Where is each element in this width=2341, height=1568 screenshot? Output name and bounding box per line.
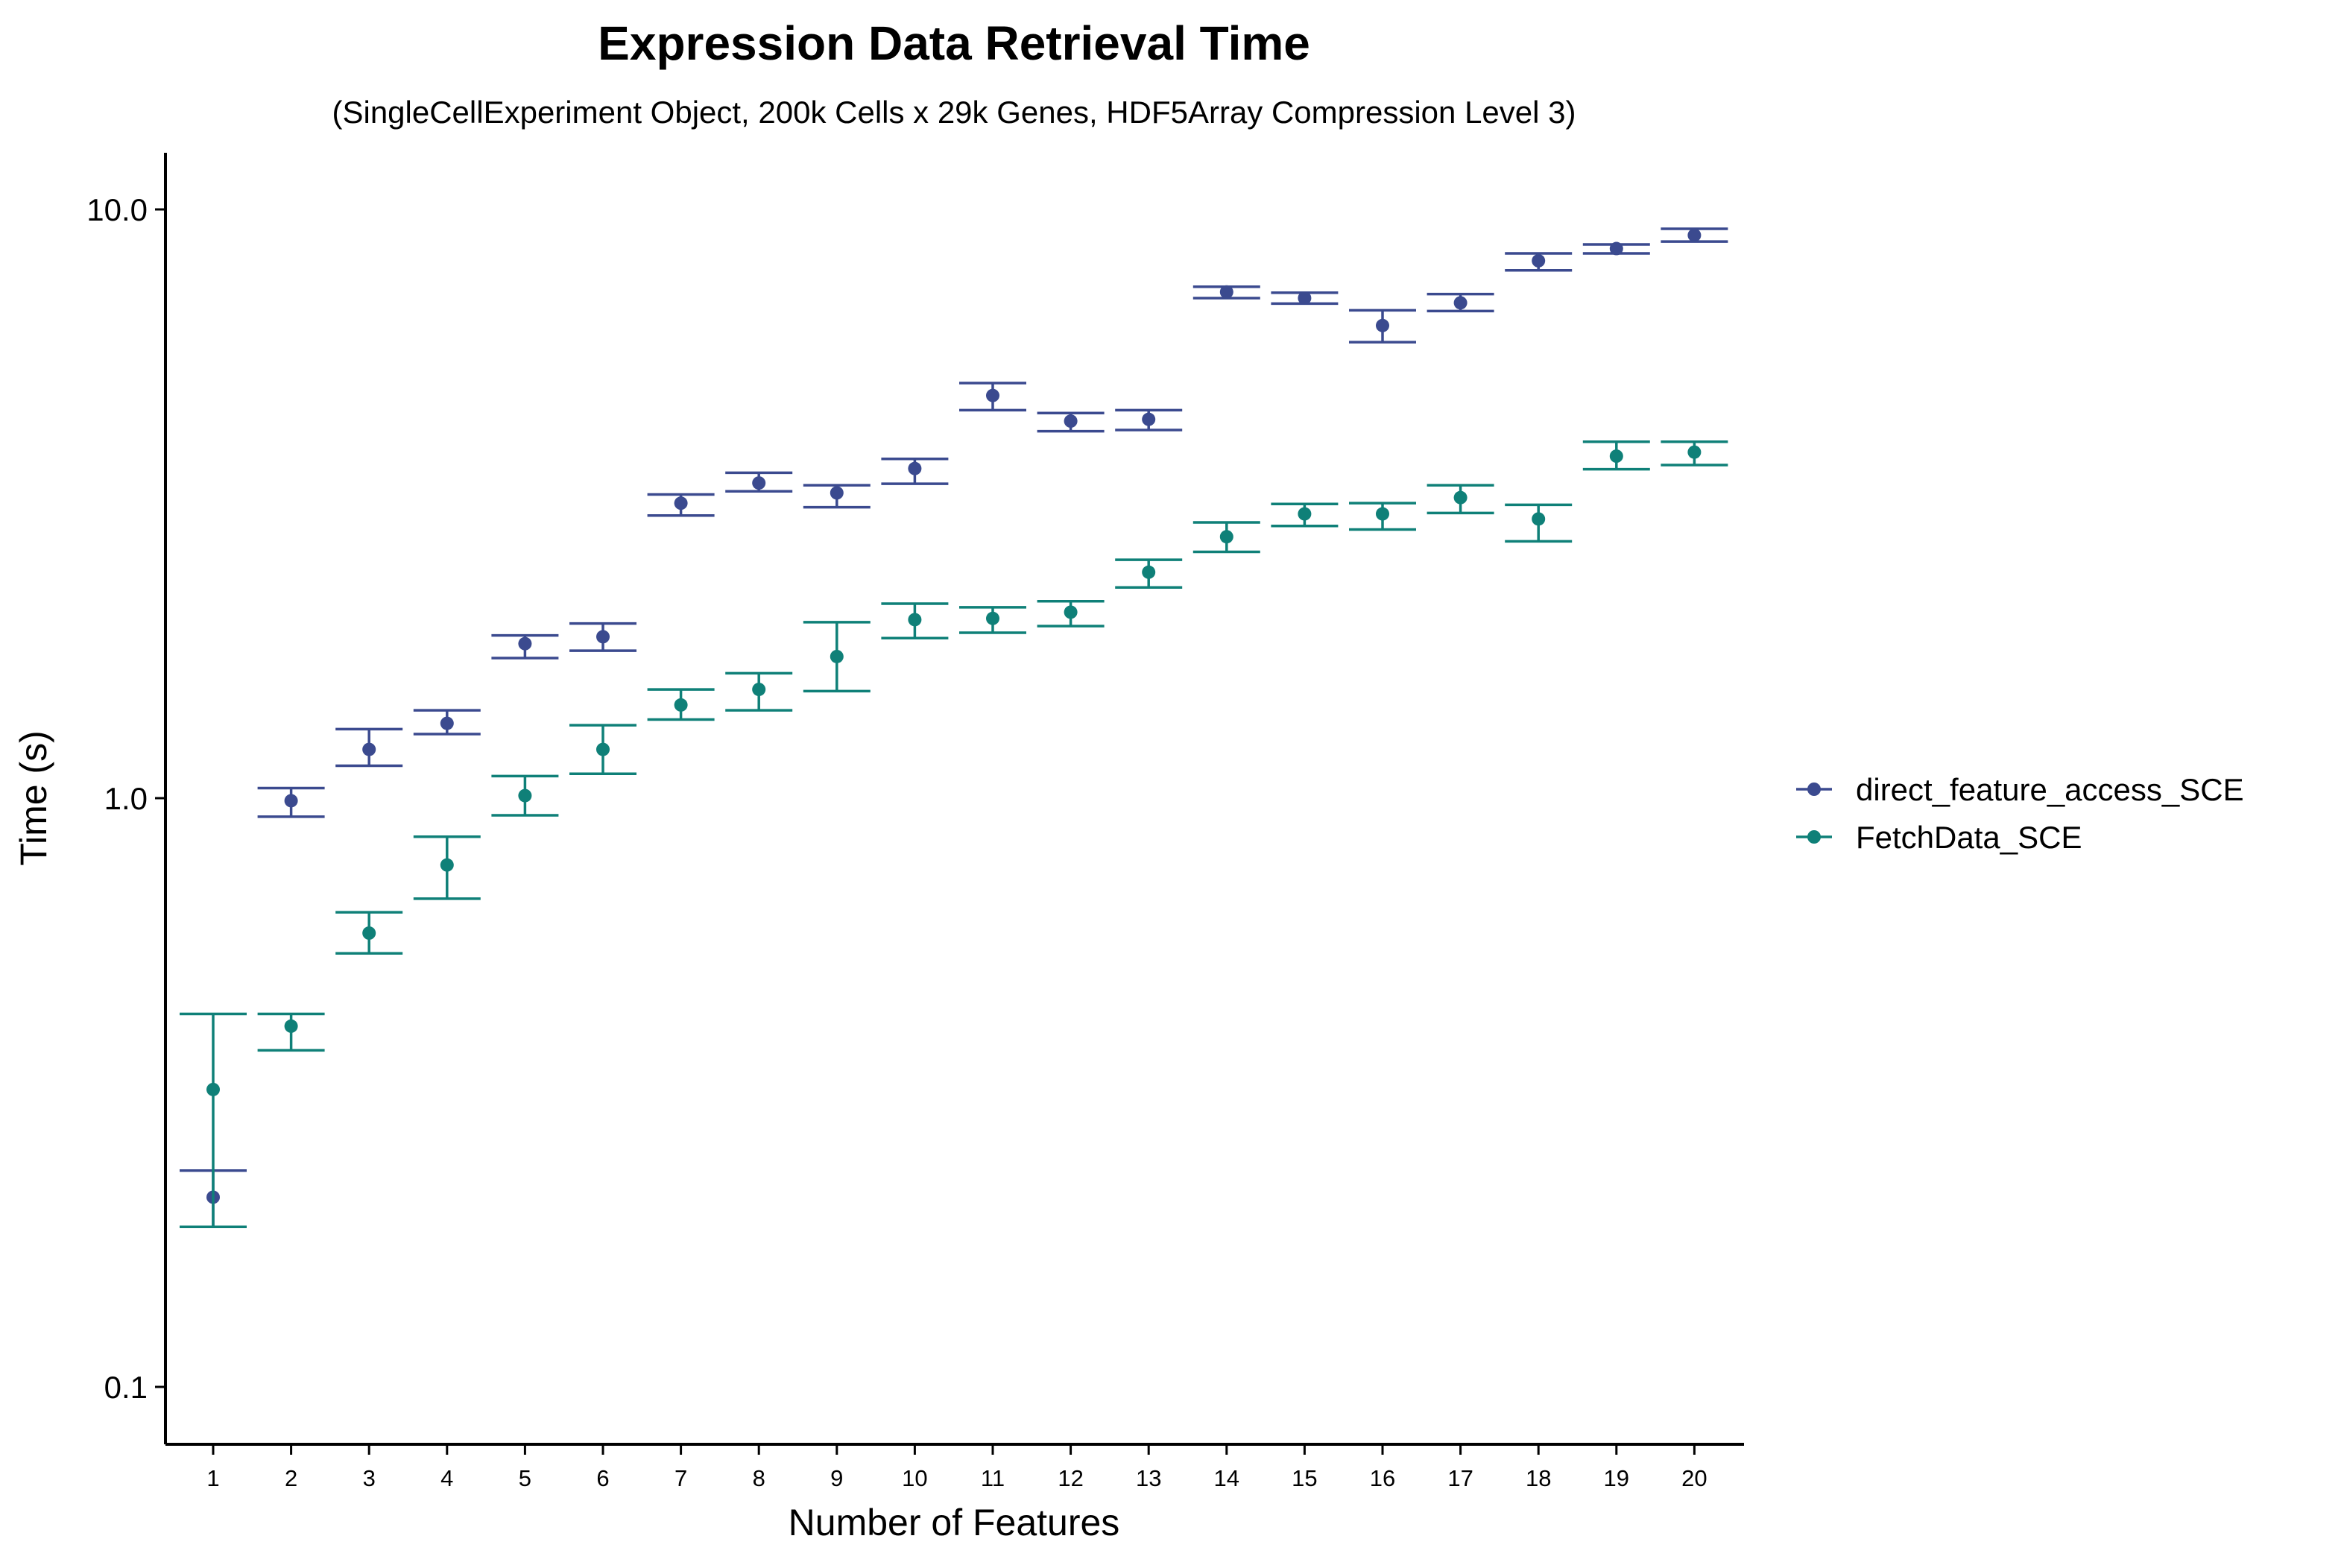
x-tick-label: 2 — [285, 1465, 297, 1491]
data-point — [440, 716, 454, 730]
data-point — [1532, 253, 1546, 268]
y-axis-title: Time (s) — [13, 730, 54, 865]
x-tick-label: 11 — [981, 1465, 1005, 1491]
data-point — [1609, 241, 1623, 256]
x-tick-label: 7 — [675, 1465, 687, 1491]
plot-area — [180, 227, 1728, 1228]
data-point — [1687, 228, 1702, 242]
data-point — [1453, 490, 1468, 505]
x-tick-label: 12 — [1058, 1465, 1083, 1491]
data-point — [1064, 605, 1078, 619]
data-point — [1298, 291, 1312, 305]
legend-key-point — [1807, 830, 1821, 844]
x-tick-label: 3 — [363, 1465, 376, 1491]
x-tick-label: 15 — [1292, 1465, 1317, 1491]
x-tick-label: 6 — [596, 1465, 609, 1491]
legend-label: direct_feature_access_SCE — [1856, 772, 2244, 807]
x-tick-label: 18 — [1526, 1465, 1551, 1491]
legend-item: direct_feature_access_SCE — [1796, 772, 2244, 807]
data-point — [1687, 445, 1702, 459]
data-point — [1298, 507, 1312, 521]
chart-title: Expression Data Retrieval Time — [598, 16, 1310, 70]
legend: direct_feature_access_SCE FetchData_SCE — [1796, 772, 2244, 855]
data-point — [440, 858, 454, 872]
x-tick-label: 19 — [1604, 1465, 1629, 1491]
data-point — [596, 630, 610, 644]
y-tick-label: 10.0 — [86, 192, 148, 227]
data-point — [1142, 565, 1156, 579]
data-point — [596, 742, 610, 756]
data-point — [206, 1082, 220, 1096]
data-point — [1532, 512, 1546, 526]
legend-item: FetchData_SCE — [1796, 820, 2082, 855]
x-tick-label: 10 — [902, 1465, 927, 1491]
x-axis-title: Number of Features — [789, 1502, 1120, 1543]
data-point — [674, 698, 688, 712]
data-point — [830, 649, 844, 663]
data-point — [986, 611, 999, 625]
series-FetchData_SCE — [180, 440, 1728, 1228]
x-tick-label: 20 — [1681, 1465, 1707, 1491]
data-point — [1142, 412, 1156, 426]
x-tick-label: 17 — [1447, 1465, 1473, 1491]
y-tick-label: 0.1 — [104, 1370, 148, 1405]
data-point — [752, 476, 766, 490]
data-point — [752, 683, 766, 697]
data-point — [1453, 296, 1468, 310]
data-point — [908, 613, 922, 627]
data-point — [1219, 285, 1233, 299]
data-point — [830, 486, 844, 500]
data-point — [362, 742, 376, 756]
data-point — [986, 388, 999, 402]
data-point — [518, 788, 532, 803]
x-tick-label: 16 — [1370, 1465, 1395, 1491]
x-tick-label: 9 — [830, 1465, 843, 1491]
x-axis-ticks: 1 2 3 4 5 6 7 8 9 10 11 12 13 14 15 16 17 18 19 20 — [206, 1444, 1707, 1491]
data-point — [1376, 507, 1389, 521]
x-tick-label: 8 — [753, 1465, 765, 1491]
data-point — [908, 461, 922, 475]
x-tick-label: 5 — [519, 1465, 531, 1491]
legend-key-point — [1807, 783, 1821, 796]
x-tick-label: 1 — [206, 1465, 219, 1491]
data-point — [284, 1019, 298, 1033]
data-point — [1376, 318, 1389, 332]
data-point — [284, 794, 298, 808]
y-axis-ticks: 0.1 1.0 10.0 — [86, 192, 165, 1405]
data-point — [518, 636, 532, 651]
legend-label: FetchData_SCE — [1856, 820, 2082, 855]
x-tick-label: 13 — [1136, 1465, 1161, 1491]
data-point — [674, 496, 688, 510]
x-tick-label: 14 — [1214, 1465, 1239, 1491]
chart-subtitle: (SingleCellExperiment Object, 200k Cells… — [332, 95, 1576, 130]
data-point — [1609, 449, 1623, 464]
data-point — [1219, 530, 1233, 544]
data-point — [362, 926, 376, 941]
y-tick-label: 1.0 — [104, 781, 148, 816]
data-point — [1064, 414, 1078, 429]
x-tick-label: 4 — [440, 1465, 453, 1491]
series-direct_feature_access_SCE — [180, 227, 1728, 1228]
